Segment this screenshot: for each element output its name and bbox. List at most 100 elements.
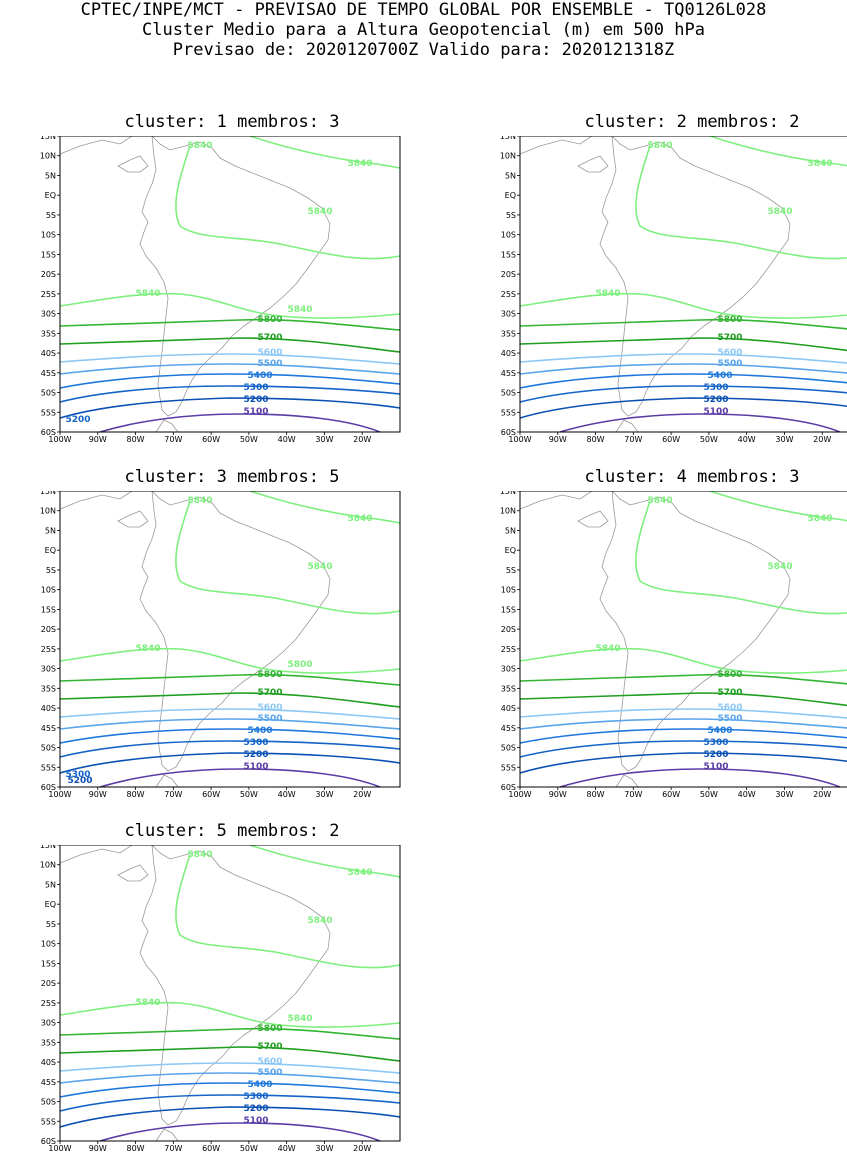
coastline-tierra-del-fuego: [155, 774, 179, 788]
lon-label: 90W: [549, 790, 567, 799]
lon-label: 50W: [700, 435, 718, 444]
contour-label: 5700: [717, 333, 742, 343]
lat-label: 15S: [501, 250, 516, 259]
contour-5840: [709, 136, 847, 167]
lon-label: 100W: [48, 1144, 71, 1153]
lat-label: 15S: [41, 959, 56, 968]
lat-label: 35S: [41, 1038, 56, 1047]
contour-label: 5100: [243, 1116, 268, 1126]
figure-header: CPTEC/INPE/MCT - PREVISAO DE TEMPO GLOBA…: [0, 0, 847, 60]
lat-label: 20S: [501, 270, 516, 279]
cluster-title: cluster: 3 membros: 5: [124, 467, 340, 487]
contour-5600: [59, 353, 401, 365]
contour-label: 5600: [257, 1057, 282, 1067]
cluster-panel: cluster: 1 membros: 3 5840 5840 5840 5840 584…: [40, 112, 424, 444]
lat-label: 5S: [506, 211, 516, 220]
contour-label: 5840: [807, 514, 832, 524]
lat-label: 5N: [505, 171, 516, 180]
contour-label: 5100: [243, 762, 268, 772]
contour-label: 5840: [767, 207, 792, 217]
contour-label: 5300: [243, 738, 268, 748]
contour-label: 5300: [703, 738, 728, 748]
lat-label: EQ: [505, 191, 516, 200]
contour-label: 5500: [257, 359, 282, 369]
lon-label: 80W: [587, 790, 605, 799]
contour-label: 5840: [767, 562, 792, 572]
contour-label: 5700: [257, 1042, 282, 1052]
lat-label: 15S: [501, 605, 516, 614]
contour-5840: [175, 145, 401, 260]
lat-label: 15N: [40, 491, 56, 496]
contour-5840: [249, 136, 401, 169]
lat-label: 30S: [41, 1019, 56, 1028]
lat-label: 55S: [41, 763, 56, 772]
contour-5300: [59, 740, 401, 758]
coastline-south-america: [599, 491, 791, 772]
lon-label: 20W: [353, 435, 371, 444]
contour-label: 5100: [243, 407, 268, 417]
contour-5300: [519, 740, 847, 758]
lat-label: 30S: [41, 665, 56, 674]
contour-5700: [59, 1046, 401, 1062]
contour-label: 5200: [65, 415, 90, 425]
contour-5700: [519, 692, 847, 707]
contour-5840: [635, 145, 847, 260]
lon-label: 60W: [662, 435, 680, 444]
lon-label: 90W: [549, 435, 567, 444]
lon-label: 30W: [315, 790, 333, 799]
contour-label: 5400: [247, 1080, 272, 1090]
lat-label: 35S: [501, 684, 516, 693]
lon-label: 70W: [164, 790, 182, 799]
contour-label: 5800: [257, 670, 282, 680]
contour-label: 5400: [707, 371, 732, 381]
lat-label: 60S: [41, 428, 56, 437]
contour-5840: [59, 1001, 401, 1028]
lat-label: 45S: [501, 369, 516, 378]
lat-label: 30S: [41, 310, 56, 319]
lat-label: 45S: [501, 724, 516, 733]
contour-label: 5800: [717, 670, 742, 680]
contour-5840: [175, 854, 401, 969]
contour-label: 5840: [187, 141, 212, 151]
contour-label: 5100: [703, 762, 728, 772]
coastline-central-america: [59, 845, 149, 882]
coastline-tierra-del-fuego: [615, 774, 639, 788]
coastline-south-america: [599, 136, 791, 417]
lat-label: EQ: [45, 191, 56, 200]
coastline-south-america: [139, 136, 331, 417]
coastline-central-america: [519, 491, 609, 528]
contour-5700: [519, 337, 847, 352]
contour-label: 5840: [135, 998, 160, 1008]
coastline-tierra-del-fuego: [615, 419, 639, 433]
contour-5100: [559, 413, 841, 433]
lon-label: 100W: [48, 435, 71, 444]
contour-5800: [59, 1027, 401, 1040]
contour-label: 5400: [247, 371, 272, 381]
contour-5100: [99, 413, 381, 433]
map-frame: [519, 491, 847, 788]
lon-label: 70W: [624, 435, 642, 444]
contour-label: 5100: [703, 407, 728, 417]
lat-label: 15N: [500, 136, 516, 141]
lat-label: 10S: [41, 586, 56, 595]
contour-5200: [59, 1106, 401, 1128]
lon-label: 60W: [662, 790, 680, 799]
lon-label: 80W: [127, 435, 145, 444]
lat-label: 15S: [41, 605, 56, 614]
lon-label: 30W: [315, 435, 333, 444]
lat-label: 10S: [41, 940, 56, 949]
lon-label: 100W: [48, 790, 71, 799]
cluster-panel: cluster: 3 membros: 5 5840 5840 5840 5840 580…: [40, 467, 424, 799]
cluster-title: cluster: 2 membros: 2: [584, 112, 800, 132]
lat-label: 40S: [41, 1058, 56, 1067]
lat-label: 35S: [41, 684, 56, 693]
contour-label: 5300: [65, 770, 90, 780]
lon-label: 40W: [278, 1144, 296, 1153]
contour-5840: [519, 647, 847, 674]
lat-label: 10N: [40, 152, 56, 161]
lon-label: 60W: [202, 790, 220, 799]
contour-label: 5800: [257, 315, 282, 325]
